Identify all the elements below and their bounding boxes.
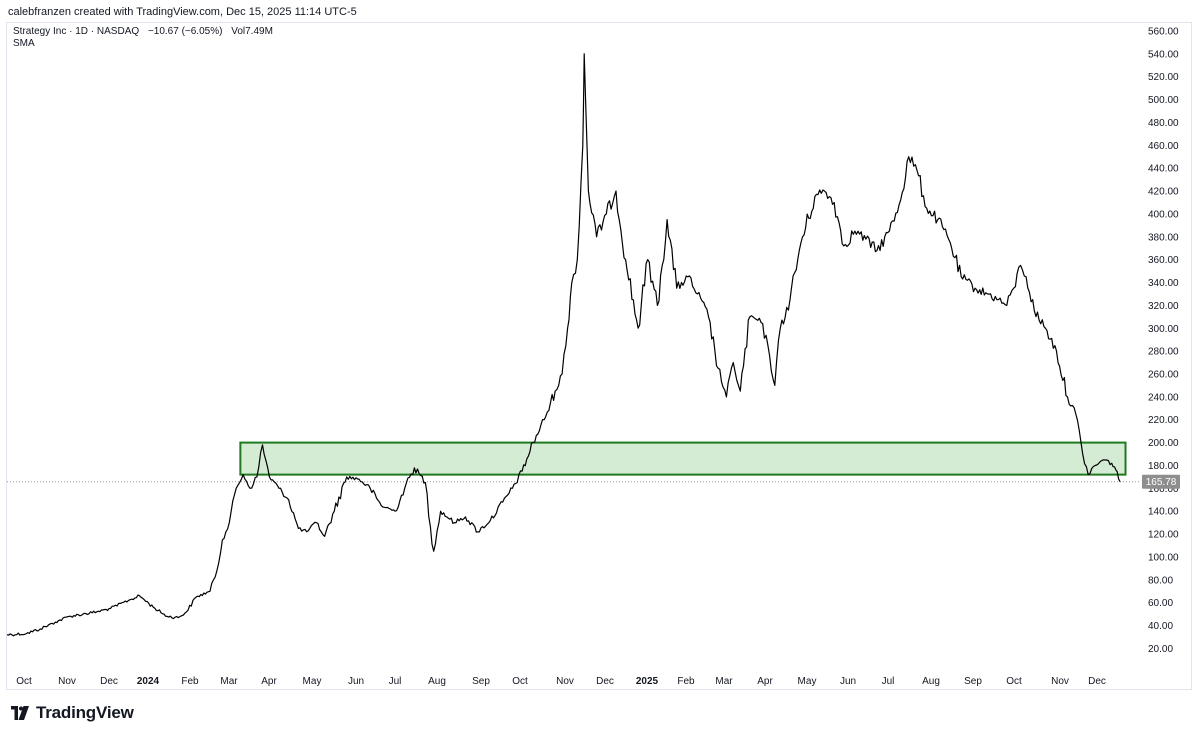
y-tick-label: 480.00: [1148, 118, 1179, 129]
x-tick-label: Oct: [16, 676, 32, 687]
price-line-layer: [6, 53, 1121, 637]
x-tick-label: Jul: [389, 676, 402, 687]
x-tick-label: Jul: [882, 676, 895, 687]
x-tick-label: Feb: [677, 676, 695, 687]
y-tick-label: 140.00: [1148, 507, 1179, 518]
y-tick-label: 60.00: [1148, 598, 1173, 609]
x-tick-label: Apr: [261, 676, 277, 687]
y-tick-label: 360.00: [1148, 255, 1179, 266]
y-tick-label: 540.00: [1148, 49, 1179, 60]
y-tick-label: 460.00: [1148, 141, 1179, 152]
y-tick-label: 80.00: [1148, 575, 1173, 586]
y-tick-label: 260.00: [1148, 369, 1179, 380]
legend-volume: Vol7.49M: [231, 26, 273, 37]
y-tick-label: 440.00: [1148, 164, 1179, 175]
x-tick-label: Sep: [964, 676, 982, 687]
tradingview-logo-icon: [11, 706, 29, 720]
support-zone: [239, 441, 1127, 476]
x-tick-label: Jun: [348, 676, 364, 687]
x-tick-label: May: [798, 676, 817, 687]
tradingview-logo-text: TradingView: [36, 703, 134, 722]
x-tick-label: Dec: [1088, 676, 1106, 687]
tradingview-logo[interactable]: TradingView: [8, 703, 134, 723]
y-tick-label: 280.00: [1148, 347, 1179, 358]
x-tick-label: 2025: [636, 676, 659, 687]
support-zone-layer: [7, 441, 1140, 483]
x-tick-label: Apr: [757, 676, 773, 687]
y-tick-label: 120.00: [1148, 530, 1179, 541]
price-line: [6, 53, 1121, 637]
y-tick-label: 320.00: [1148, 301, 1179, 312]
x-tick-label: Nov: [1051, 676, 1069, 687]
y-tick-label: 500.00: [1148, 95, 1179, 106]
y-tick-label: 420.00: [1148, 187, 1179, 198]
y-tick-label: 100.00: [1148, 552, 1179, 563]
y-tick-label: 380.00: [1148, 232, 1179, 243]
y-tick-label: 200.00: [1148, 438, 1179, 449]
x-axis: Oct Nov Dec 2024 Feb Mar Apr May Jun Jul Aug Sep Oct…: [16, 676, 1106, 687]
x-tick-label: Jun: [840, 676, 856, 687]
y-tick-label: 220.00: [1148, 415, 1179, 426]
legend-indicator-row: SMA: [13, 38, 279, 50]
x-tick-label: 2024: [137, 676, 160, 687]
x-tick-label: Mar: [220, 676, 238, 687]
legend-symbol[interactable]: Strategy Inc · 1D · NASDAQ: [13, 26, 140, 37]
last-price-badge-bg: [1142, 474, 1180, 489]
legend-symbol-row: Strategy Inc · 1D · NASDAQ −10.67 (−6.05…: [13, 26, 279, 38]
y-tick-label: 160.00: [1148, 484, 1179, 495]
y-tick-label: 40.00: [1148, 621, 1173, 632]
x-tick-label: Oct: [512, 676, 528, 687]
x-tick-label: Feb: [181, 676, 199, 687]
legend-change: −10.67 (−6.05%): [147, 26, 223, 37]
legend-indicator[interactable]: SMA: [13, 38, 35, 49]
chart-attribution: calebfranzen created with TradingView.co…: [8, 6, 357, 18]
y-tick-label: 400.00: [1148, 209, 1179, 220]
y-axis: 20.00 40.00 60.00 80.00 100.00 120.00 140.00 16…: [1148, 26, 1179, 654]
x-tick-label: Nov: [556, 676, 574, 687]
y-tick-label: 20.00: [1148, 644, 1173, 655]
y-tick-label: 240.00: [1148, 392, 1179, 403]
x-tick-label: Aug: [428, 676, 446, 687]
x-tick-label: Dec: [100, 676, 118, 687]
y-tick-label: 560.00: [1148, 26, 1179, 37]
y-tick-label: 340.00: [1148, 278, 1179, 289]
x-tick-label: Sep: [472, 676, 490, 687]
last-price-label: 165.78: [1146, 477, 1177, 488]
chart-legend: Strategy Inc · 1D · NASDAQ −10.67 (−6.05…: [13, 26, 279, 50]
y-tick-label: 180.00: [1148, 461, 1179, 472]
x-tick-label: Mar: [715, 676, 733, 687]
last-price-badge: 165.78: [1142, 474, 1180, 489]
chart-frame[interactable]: [6, 22, 1192, 690]
x-tick-label: Oct: [1006, 676, 1022, 687]
y-tick-label: 300.00: [1148, 324, 1179, 335]
last-price-layer: 165.78: [1142, 474, 1180, 489]
y-tick-label: 520.00: [1148, 72, 1179, 83]
x-tick-label: Nov: [58, 676, 76, 687]
x-tick-label: Dec: [596, 676, 614, 687]
x-tick-label: Aug: [922, 676, 940, 687]
x-tick-label: May: [303, 676, 322, 687]
